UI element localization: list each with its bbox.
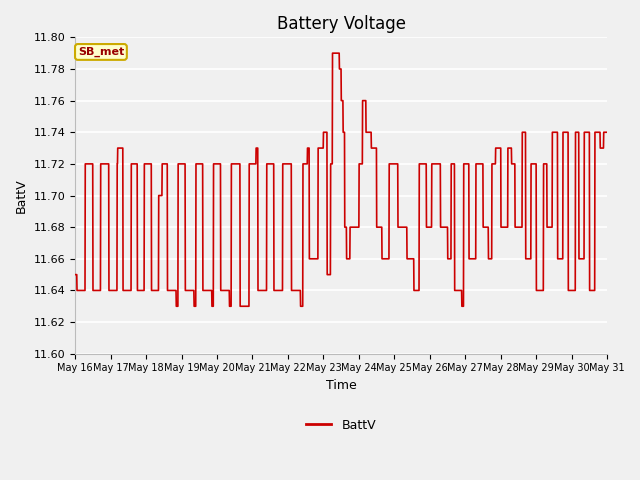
Title: Battery Voltage: Battery Voltage [276,15,406,33]
Text: SB_met: SB_met [78,47,124,57]
X-axis label: Time: Time [326,379,356,392]
Y-axis label: BattV: BattV [15,178,28,213]
Legend: BattV: BattV [301,414,381,437]
